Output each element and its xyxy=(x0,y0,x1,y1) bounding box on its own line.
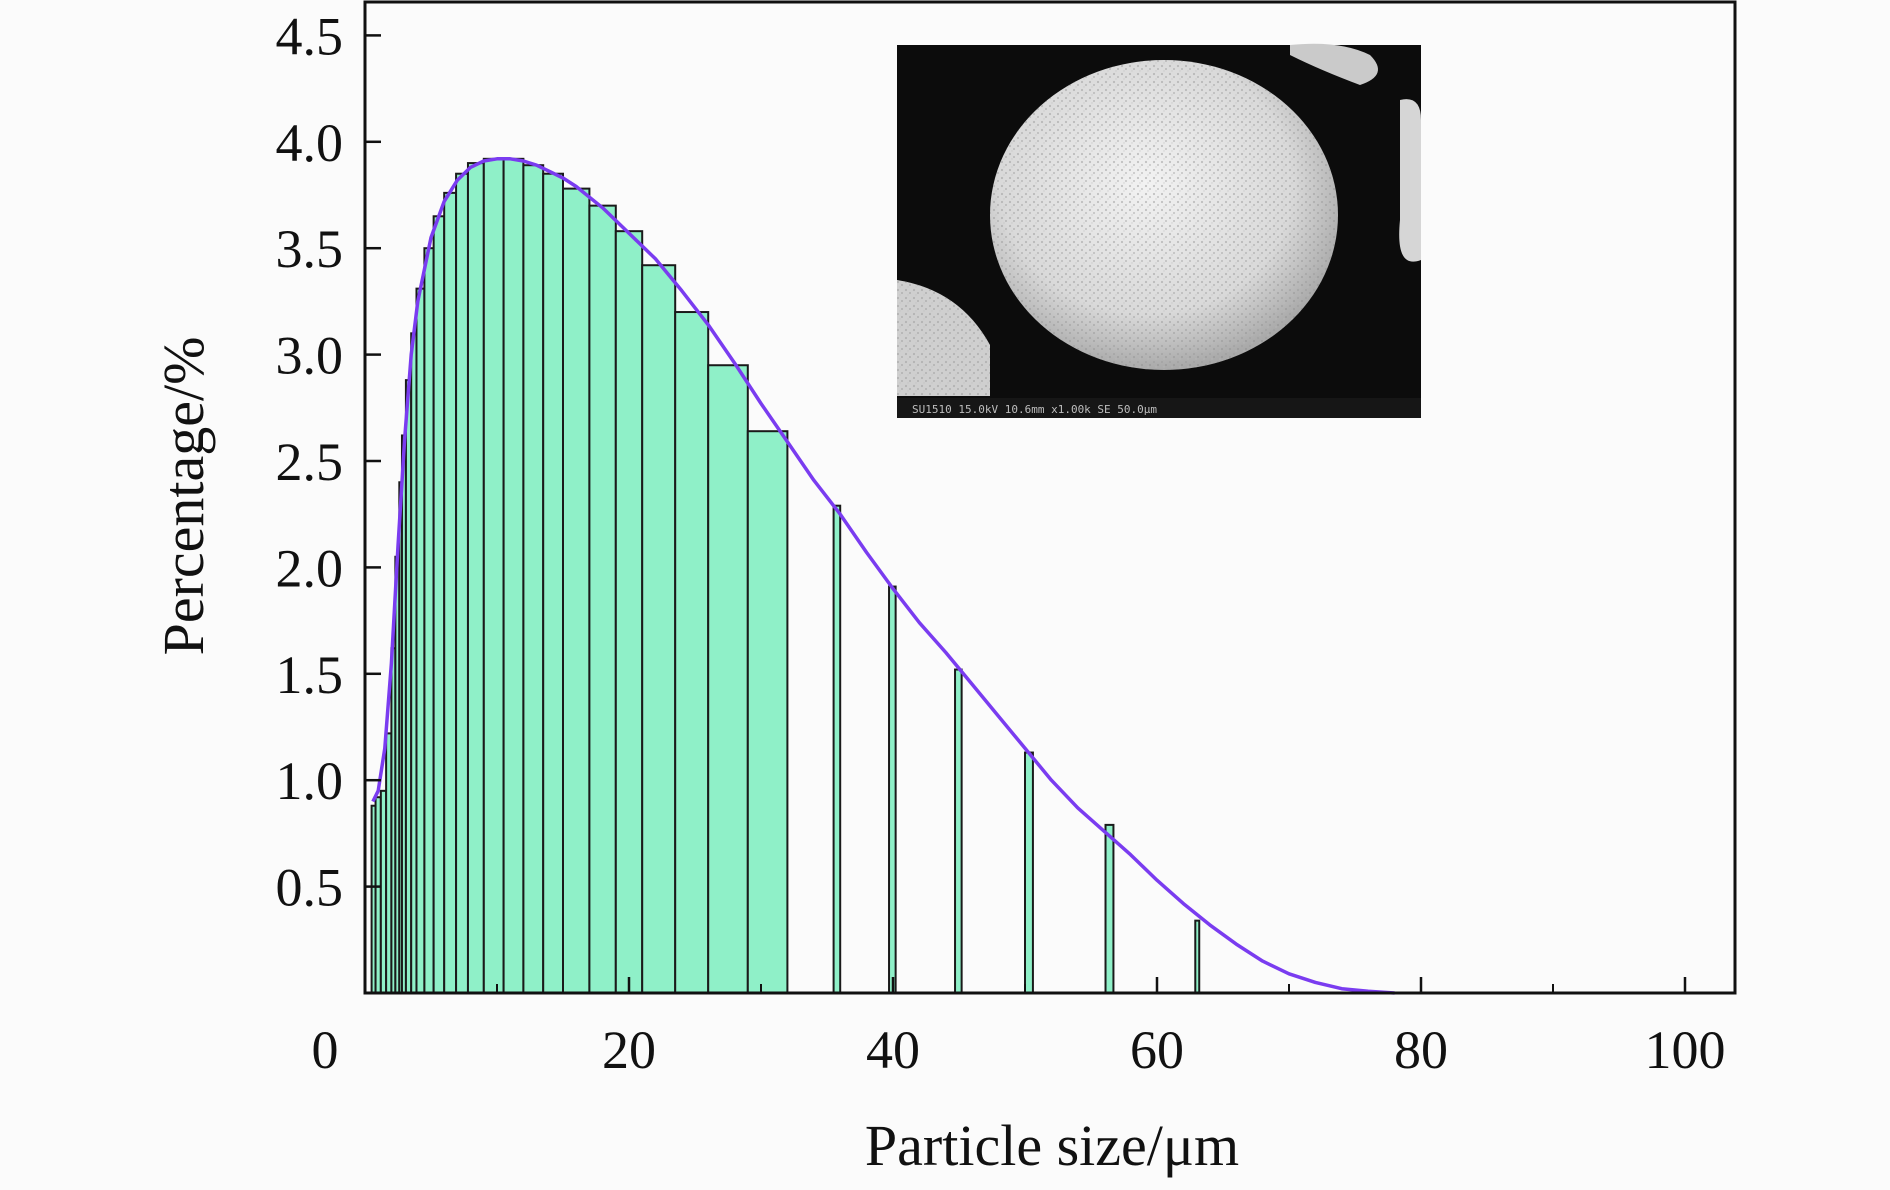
fit-curve-line xyxy=(371,157,1395,995)
histogram-bar xyxy=(455,172,469,995)
histogram-bar xyxy=(954,668,963,994)
x-ticks-group: 0 20 40 60 80 100 xyxy=(312,977,1726,1080)
histogram-bar xyxy=(1024,751,1034,995)
histogram-bar xyxy=(746,430,789,994)
y-tick-label: 1.0 xyxy=(276,751,344,811)
histogram-bar xyxy=(641,264,677,994)
x-tick-label: 80 xyxy=(1394,1020,1448,1080)
inset-neighbor-particle-left-texture xyxy=(897,280,990,396)
histogram-bar xyxy=(674,311,710,995)
y-tick-label: 4.5 xyxy=(276,6,344,66)
histogram-bar xyxy=(562,187,591,994)
histogram-bar xyxy=(522,164,545,994)
inset-info-text: SU1510 15.0kV 10.6mm x1.00k SE 50.0μm xyxy=(912,403,1157,416)
axes-group xyxy=(363,0,1737,995)
y-tick-label: 2.5 xyxy=(276,432,344,492)
histogram-bar xyxy=(588,204,617,994)
x-tick-label: 60 xyxy=(1130,1020,1184,1080)
y-ticks-group: 0.5 1.0 1.5 2.0 2.5 3.0 3.5 4.0 4.5 xyxy=(276,6,381,918)
histogram-bar xyxy=(443,191,458,994)
y-tick-label: 3.5 xyxy=(276,219,344,279)
histogram-bar xyxy=(415,287,426,994)
inset-particle-texture xyxy=(990,60,1338,370)
histogram-bar xyxy=(614,230,644,994)
x-tick-label: 0 xyxy=(312,1020,339,1080)
y-tick-label: 0.5 xyxy=(276,858,344,918)
histogram-bar xyxy=(707,364,749,994)
y-tick-label: 3.0 xyxy=(276,326,344,386)
inset-neighbor-particle-top xyxy=(1290,43,1378,85)
y-tick-label: 2.0 xyxy=(276,538,344,598)
histogram-bar xyxy=(482,157,505,995)
histogram-bar xyxy=(466,162,485,994)
x-tick-label: 100 xyxy=(1645,1020,1726,1080)
histogram-bar xyxy=(502,157,525,995)
y-tick-label: 4.0 xyxy=(276,113,344,173)
inset-info-bar xyxy=(897,398,1421,418)
histogram-bar xyxy=(542,172,565,995)
plot-frame xyxy=(363,0,1737,995)
inset-neighbor-particle-right xyxy=(1399,99,1421,262)
y-axis-label: Percentage/% xyxy=(151,337,216,656)
histogram-bar xyxy=(423,247,435,994)
x-tick-label: 40 xyxy=(866,1020,920,1080)
histogram-bar xyxy=(432,215,446,994)
fit-curve-group xyxy=(371,157,1395,995)
histogram-bar xyxy=(1194,919,1201,995)
histogram-bar xyxy=(888,585,897,994)
histogram-bar xyxy=(1104,823,1115,994)
y-tick-label: 1.5 xyxy=(276,645,344,705)
x-axis-label: Particle size/μm xyxy=(865,1113,1239,1178)
x-tick-label: 20 xyxy=(602,1020,656,1080)
histogram-bar xyxy=(832,504,842,994)
inset-sem-image: SU1510 15.0kV 10.6mm x1.00k SE 50.0μm xyxy=(897,43,1421,418)
